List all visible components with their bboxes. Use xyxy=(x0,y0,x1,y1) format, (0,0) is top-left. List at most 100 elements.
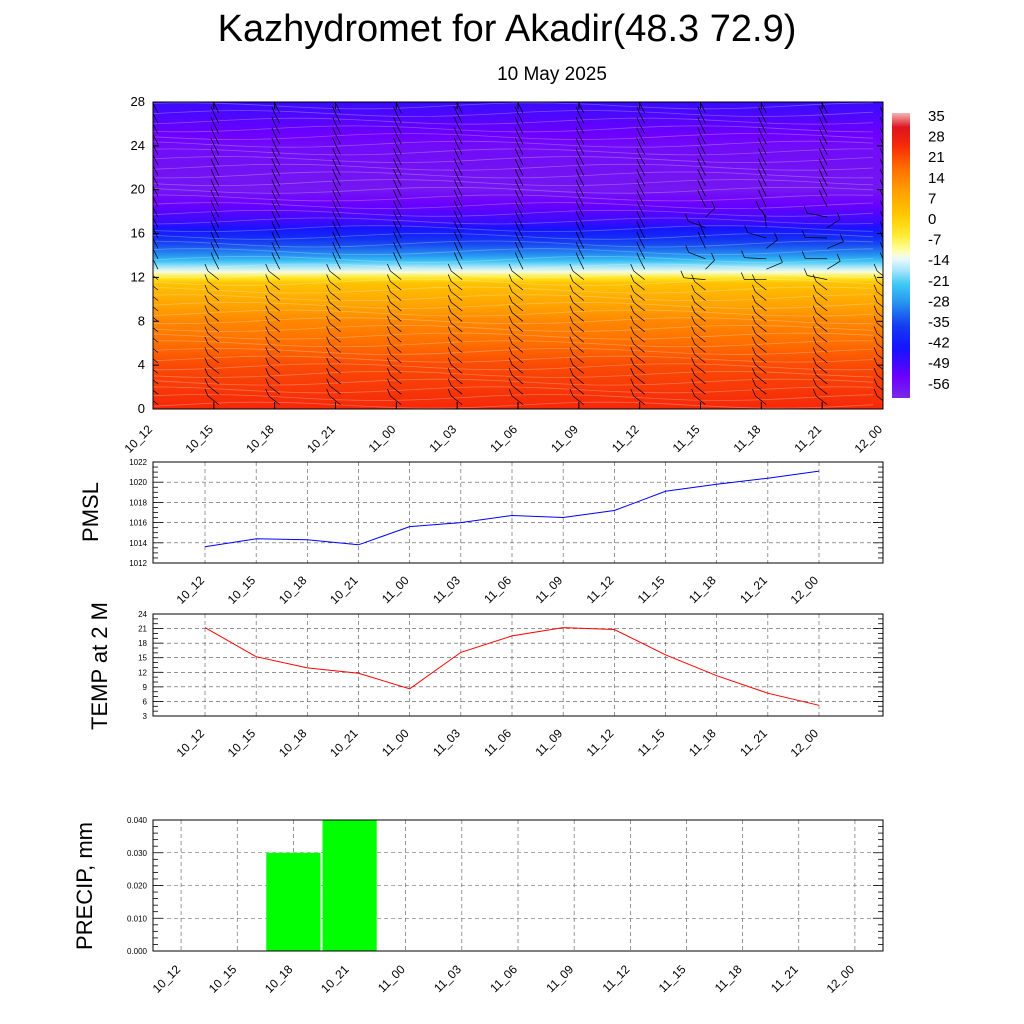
wind-barb-flag xyxy=(818,179,823,187)
wind-barb-flag xyxy=(873,368,878,376)
wind-barb-flag xyxy=(508,305,513,313)
wind-barb xyxy=(578,113,585,124)
wind-barb-flag xyxy=(691,378,695,386)
wind-barb-flag xyxy=(630,347,635,355)
wind-barb xyxy=(213,103,220,114)
contour-line xyxy=(153,317,873,325)
wind-barb-flag xyxy=(210,148,215,156)
wind-barb-flag xyxy=(514,210,519,219)
wind-barb-flag xyxy=(393,116,397,125)
x-tick-label: 11_21 xyxy=(737,573,770,606)
temp-series-line xyxy=(204,627,820,706)
wind-barb-flag xyxy=(210,179,215,187)
y-tick-label: 12 xyxy=(138,668,147,677)
wind-barb xyxy=(329,322,341,332)
wind-barb xyxy=(815,312,828,322)
wind-barb xyxy=(517,176,524,187)
heatmap-field xyxy=(153,102,883,409)
y-tick-label: 3 xyxy=(143,712,148,721)
wind-barb xyxy=(882,165,883,167)
wind-barb-flag xyxy=(265,315,270,324)
wind-barb xyxy=(153,155,159,166)
wind-barb xyxy=(153,327,159,332)
contour-line xyxy=(153,263,874,271)
wind-barb-flag xyxy=(575,158,580,166)
wind-barb-flag xyxy=(685,245,690,253)
wind-barb xyxy=(827,219,841,228)
wind-barb xyxy=(213,259,220,270)
wind-barb xyxy=(761,134,767,145)
wind-barb xyxy=(572,343,585,353)
pmsl-ylabel: PMSL xyxy=(78,482,103,542)
wind-barb-flag xyxy=(332,252,337,260)
heatmap-x-tick-label: 10_21 xyxy=(304,422,338,456)
wind-barb xyxy=(329,333,341,343)
wind-barb-flag xyxy=(711,253,715,261)
wind-barb xyxy=(450,374,463,385)
wind-barb xyxy=(153,113,159,124)
x-tick-label: 11_09 xyxy=(543,962,576,995)
wind-barb-flag xyxy=(840,234,844,242)
x-tick-label: 11_09 xyxy=(532,573,565,606)
contour-line xyxy=(153,240,874,248)
wind-barb-flag xyxy=(144,306,147,313)
wind-barb-flag xyxy=(514,158,519,166)
wind-barb xyxy=(335,103,341,114)
contour-line xyxy=(153,294,874,302)
x-tick-label: 11_21 xyxy=(737,726,770,759)
wind-barb xyxy=(153,176,159,187)
wind-barb-flag xyxy=(691,274,695,282)
wind-barb xyxy=(511,385,524,395)
x-tick-label: 11_21 xyxy=(768,962,801,995)
wind-barb-flag xyxy=(326,388,330,397)
wind-barb xyxy=(456,113,463,124)
wind-barb xyxy=(639,259,646,270)
wind-barb-flag xyxy=(630,305,635,313)
heatmap-panel: 0 4 8 12 16 20 24 28 10_12 10_15 10_18 10_21 11_00 1… xyxy=(122,86,950,456)
wind-barb-flag xyxy=(873,315,878,324)
wind-barb xyxy=(450,364,463,374)
wind-barb xyxy=(153,134,159,145)
colorbar xyxy=(892,113,910,398)
wind-barb xyxy=(815,395,828,405)
wind-barb xyxy=(390,322,402,332)
wind-barb-flag xyxy=(210,116,215,125)
wind-barb-flag xyxy=(326,305,330,313)
wind-barb xyxy=(274,228,281,239)
wind-barb xyxy=(517,134,524,145)
wind-barb-flag xyxy=(447,388,452,397)
wind-barb-flag xyxy=(211,86,214,93)
wind-barb xyxy=(633,270,645,280)
wind-barb xyxy=(207,302,220,312)
contour-line xyxy=(153,217,874,225)
wind-barb xyxy=(207,374,220,385)
contour-line xyxy=(153,348,874,355)
wind-barb xyxy=(268,302,280,312)
wind-barb-flag xyxy=(636,116,641,125)
wind-barb xyxy=(633,343,645,353)
wind-barb-flag xyxy=(387,284,391,293)
wind-barb xyxy=(207,343,220,353)
wind-barb-flag xyxy=(332,116,337,125)
wind-barb xyxy=(882,113,883,115)
wind-barb xyxy=(694,364,706,374)
wind-barb-flag xyxy=(271,137,276,146)
wind-barb-flag xyxy=(636,179,641,187)
wind-barb-flag xyxy=(508,336,513,345)
wind-barb-flag xyxy=(514,189,519,198)
wind-barb xyxy=(268,322,280,332)
wind-barb xyxy=(274,176,281,187)
wind-barb-flag xyxy=(569,315,574,324)
x-tick-label: 10_18 xyxy=(276,726,310,760)
wind-barb-flag xyxy=(818,189,823,198)
wind-barb-flag xyxy=(711,201,716,209)
wind-barb-flag xyxy=(636,200,641,208)
wind-barb xyxy=(761,176,767,187)
y-tick-label: 1012 xyxy=(129,559,147,568)
wind-barb xyxy=(694,343,706,353)
wind-barb xyxy=(578,217,585,228)
wind-barb xyxy=(335,207,341,218)
wind-barb xyxy=(396,228,402,239)
wind-barb-flag xyxy=(812,388,817,397)
wind-barb xyxy=(755,364,767,374)
